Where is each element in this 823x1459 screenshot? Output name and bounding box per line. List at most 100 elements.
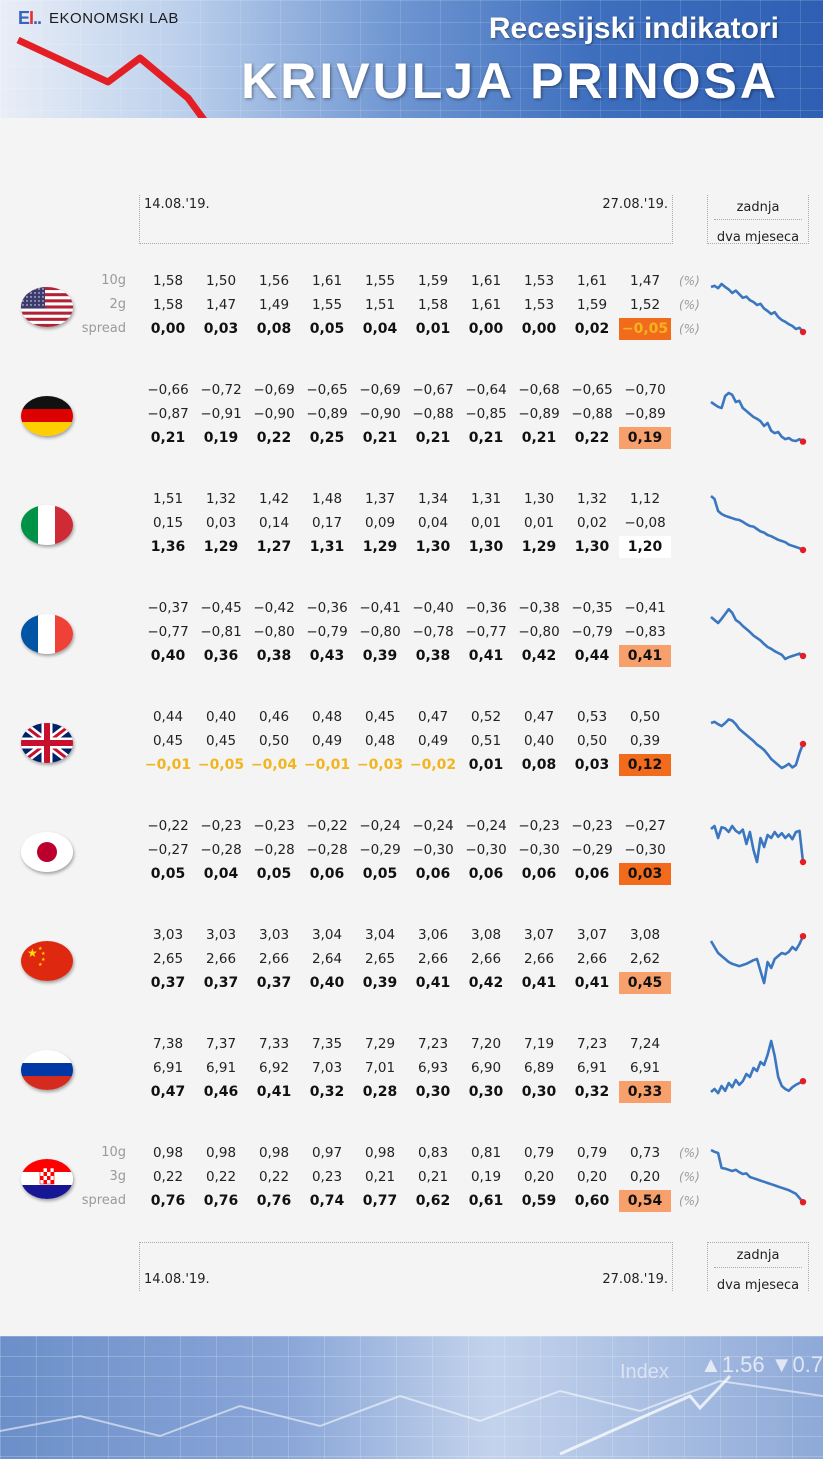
long-cell: 7,29 [364,1036,396,1052]
short-cell: −0,29 [571,842,613,858]
long-cell: −0,41 [624,600,666,616]
sparkline-last-point [799,1078,807,1085]
long-cell: 7,35 [311,1036,343,1052]
date-range-bottom: 14.08.'19. 27.08.'19. [139,1242,673,1291]
long-cell: −0,23 [253,818,295,834]
short-cell: 0,09 [364,515,396,531]
long-cell: 1,61 [470,273,502,289]
spread-cell: 0,61 [468,1193,504,1209]
short-cell: 2,65 [364,951,396,967]
spread-cell: 0,38 [415,648,451,664]
short-cell: 0,02 [576,515,608,531]
short-cell: −0,27 [147,842,189,858]
long-cell: −0,22 [147,818,189,834]
last-label-line2: dva mjeseca [716,230,800,245]
spread-cell: 0,39 [362,975,398,991]
long-cell: 1,50 [205,273,237,289]
short-cell: −0,28 [253,842,295,858]
svg-text:★: ★ [27,946,38,960]
long-cell: 7,20 [470,1036,502,1052]
sparkline-last-point [799,328,807,336]
short-cell: 1,55 [311,297,343,313]
spread-cell: −0,03 [356,757,404,773]
short-cell: 1,59 [576,297,608,313]
spread-cell: 0,06 [415,866,451,882]
spread-cell: 1,29 [362,539,398,555]
sparkline-italy [710,495,807,554]
long-cell: 3,03 [152,927,184,943]
short-cell: 2,64 [311,951,343,967]
short-cell: 0,22 [258,1169,290,1185]
long-cell: 3,04 [364,927,396,943]
long-cell: −0,41 [359,600,401,616]
spread-cell: 0,05 [150,866,186,882]
long-cell: 1,56 [258,273,290,289]
market-background-icon: Index ▲1.56 ▼0.78 [0,1352,823,1456]
spread-cell: 0,33 [619,1081,671,1103]
long-cell: 0,98 [364,1145,396,1161]
long-cell: −0,27 [624,818,666,834]
spread-cell: 0,19 [619,427,671,449]
sparkline-path [710,824,805,864]
spread-cell: 0,45 [619,972,671,994]
spread-cell: 0,60 [574,1193,610,1209]
spread-cell: 1,20 [619,536,671,558]
page-title: KRIVULJA PRINOSA [241,53,779,109]
spread-cell: 0,03 [574,757,610,773]
long-cell: 3,08 [629,927,661,943]
long-cell: 7,23 [417,1036,449,1052]
long-cell: −0,24 [359,818,401,834]
long-cell: 1,47 [629,273,661,289]
long-cell: 1,51 [152,491,184,507]
long-cell: −0,24 [412,818,454,834]
country-block-croatia: 10g 0,98 0,98 0,98 0,97 0,98 0,83 0,81 0,79 0,79 0… [0,1139,823,1219]
sparkline-china [709,933,807,985]
spread-cell: 0,03 [203,321,239,337]
sparkline-path [709,935,805,985]
spread-cell: 0,41 [468,648,504,664]
country-block-germany: −0,66 −0,72 −0,69 −0,65 −0,69 −0,67 −0,64 −0,68… [0,376,823,456]
short-cell: −0,08 [624,515,666,531]
short-cell: 1,58 [417,297,449,313]
long-cell: 7,19 [523,1036,555,1052]
spread-cell: −0,02 [409,757,457,773]
long-cell: 1,30 [523,491,555,507]
sparkline-croatia [710,1148,807,1206]
long-cell: −0,38 [518,600,560,616]
spread-cell: 0,28 [362,1084,398,1100]
spread-cell: 0,04 [362,321,398,337]
short-cell: 0,50 [258,733,290,749]
long-cell: −0,69 [359,382,401,398]
short-cell: −0,87 [147,406,189,422]
svg-text:★: ★ [41,951,46,957]
sparkline-path [710,607,804,661]
long-cell: 7,38 [152,1036,184,1052]
spread-cell: 0,44 [574,648,610,664]
long-cell: 1,53 [523,273,555,289]
short-cell: −0,85 [465,406,507,422]
short-cell: 0,04 [417,515,449,531]
spread-cell: 0,01 [468,757,504,773]
short-cell: 0,40 [523,733,555,749]
long-cell: −0,36 [306,600,348,616]
spread-cell: 0,41 [574,975,610,991]
long-cell: −0,36 [465,600,507,616]
long-cell: 0,50 [629,709,661,725]
row-label-long: 10g [101,1145,126,1160]
spread-cell: 0,06 [309,866,345,882]
spread-cell: 0,76 [203,1193,239,1209]
spread-cell: 0,08 [256,321,292,337]
long-cell: 1,32 [205,491,237,507]
short-cell: 2,66 [576,951,608,967]
short-cell: −0,91 [200,406,242,422]
unit-label: (%) [679,1170,700,1184]
short-cell: −0,30 [518,842,560,858]
long-cell: −0,42 [253,600,295,616]
short-cell: 6,91 [576,1060,608,1076]
spread-cell: 0,05 [256,866,292,882]
spread-cell: 0,38 [256,648,292,664]
short-cell: 2,66 [417,951,449,967]
long-cell: 1,32 [576,491,608,507]
spread-cell: 0,37 [203,975,239,991]
long-cell: 0,81 [470,1145,502,1161]
